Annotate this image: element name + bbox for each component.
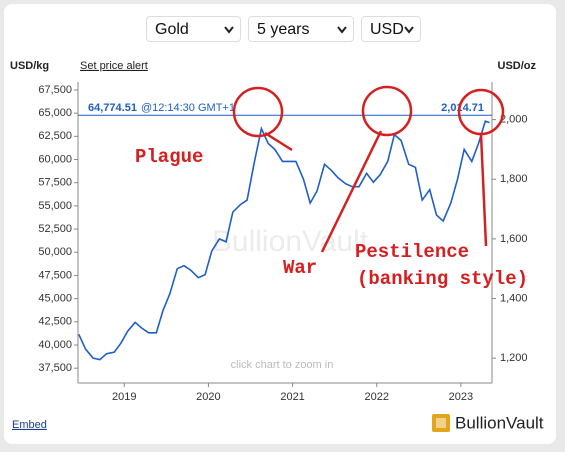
current-price-time: @12:14:30 GMT+1 — [141, 102, 235, 114]
chevron — [404, 26, 414, 34]
y-tick-label: 37,500 — [38, 362, 72, 374]
y-tick-label: 57,500 — [38, 177, 72, 189]
y-tick-label: 50,000 — [38, 246, 72, 258]
zoom-hint: click chart to zoom in — [231, 359, 334, 371]
brand: BullionVault — [455, 413, 544, 432]
y-tick-label: 67,500 — [38, 84, 72, 96]
currency-select[interactable]: USD — [361, 16, 421, 42]
annotation-circle — [232, 86, 284, 138]
y-tick-label: 55,000 — [38, 200, 72, 212]
y2-tick-label: 1,800 — [500, 173, 528, 185]
y2-tick-label: 1,600 — [500, 233, 528, 245]
annotation-text: (banking style) — [357, 268, 528, 290]
annotation-text: Pestilence — [355, 241, 469, 263]
x-tick-label: 2023 — [449, 391, 473, 403]
current-price-value: 64,774.51 — [88, 102, 137, 114]
period-select[interactable]: 5 years — [248, 16, 354, 42]
x-tick-label: 2021 — [280, 391, 304, 403]
metal-select[interactable]: Gold — [146, 16, 241, 42]
metal: Gold — [155, 21, 189, 38]
y-tick-label: 62,500 — [38, 130, 72, 142]
watermark: BullionVault — [212, 225, 369, 258]
y-tick-label: 52,500 — [38, 223, 72, 235]
currency: USD — [370, 21, 404, 38]
x-tick-label: 2022 — [364, 391, 388, 403]
price-line — [78, 120, 490, 361]
y-tick-label: 40,000 — [38, 339, 72, 351]
y2-tick-label: 2,000 — [500, 114, 528, 126]
y-tick-label: 47,500 — [38, 269, 72, 281]
right-unit: USD/oz — [498, 60, 537, 72]
chevron — [337, 26, 347, 34]
annotation-line — [479, 133, 488, 247]
y-tick-label: 45,000 — [38, 293, 72, 305]
x-tick-label: 2019 — [112, 391, 136, 403]
logo-icon-inner — [436, 418, 446, 428]
current-price-oz: 2,014.71 — [441, 102, 484, 114]
x-tick-label: 2020 — [196, 391, 220, 403]
y2-tick-label: 1,400 — [500, 292, 528, 304]
chevron — [224, 26, 234, 34]
alert-link[interactable]: Set price alert — [80, 60, 148, 72]
annotation-line — [264, 131, 293, 152]
annotation-line — [320, 130, 383, 253]
annotation-text: Plague — [135, 146, 203, 168]
y2-tick-label: 1,200 — [500, 352, 528, 364]
current-price-label: 64,774.51 @12:14:30 GMT+1 — [88, 102, 235, 114]
embed-link[interactable]: Embed — [12, 419, 47, 431]
period: 5 years — [257, 21, 310, 38]
panel — [4, 4, 556, 444]
annotation-circle — [361, 85, 413, 137]
annotation-text: War — [283, 257, 317, 279]
y-tick-label: 65,000 — [38, 107, 72, 119]
y-tick-label: 42,500 — [38, 316, 72, 328]
y-tick-label: 60,000 — [38, 153, 72, 165]
left-unit: USD/kg — [10, 60, 49, 72]
